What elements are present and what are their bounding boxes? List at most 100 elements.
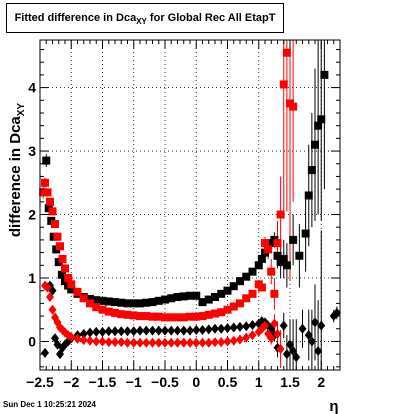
x-tick-label: −2 xyxy=(63,374,79,390)
data-point-diamond xyxy=(104,337,113,348)
data-point-diamond xyxy=(223,323,232,334)
data-point-square xyxy=(129,299,138,308)
data-point-square xyxy=(236,277,244,286)
data-point-diamond xyxy=(248,330,257,341)
x-tick-label: 2 xyxy=(317,374,325,390)
data-point-diamond xyxy=(86,335,94,346)
data-point-square xyxy=(148,312,157,321)
data-point-diamond xyxy=(48,304,57,315)
data-point-diamond xyxy=(211,323,219,334)
data-point-square xyxy=(223,286,232,295)
data-point-square xyxy=(307,166,316,175)
data-point-diamond xyxy=(129,326,138,337)
data-point-square xyxy=(282,261,291,270)
data-point-square xyxy=(104,307,113,316)
data-markers xyxy=(39,48,341,363)
data-point-square xyxy=(186,312,194,321)
data-point-square xyxy=(64,273,73,282)
data-point-square xyxy=(204,310,213,319)
data-point-diamond xyxy=(86,327,94,338)
data-point-diamond xyxy=(279,320,288,331)
tick-labels: −2.5 −2 −1.5 −1 −0.5 0 0.5 1 1.5 2 0 1 2 3 4 xyxy=(26,80,325,390)
x-tick-label: 1 xyxy=(255,374,263,390)
data-point-square xyxy=(270,289,279,298)
data-point-diamond xyxy=(104,326,113,337)
data-point-square xyxy=(142,312,151,321)
data-point-square xyxy=(236,299,244,308)
data-point-diamond xyxy=(317,320,326,331)
data-point-square xyxy=(289,235,298,244)
data-point-square xyxy=(92,303,101,312)
y-axis-title-sub: XY xyxy=(16,103,27,117)
data-point-diamond xyxy=(298,323,307,334)
data-point-diamond xyxy=(73,333,82,344)
data-point-diamond xyxy=(282,349,291,360)
data-point-diamond xyxy=(211,337,219,348)
data-point-diamond xyxy=(198,325,207,336)
data-point-diamond xyxy=(236,321,244,332)
data-point-diamond xyxy=(186,337,194,348)
data-point-diamond xyxy=(117,326,126,337)
data-point-square xyxy=(242,294,251,303)
data-point-square xyxy=(161,295,169,304)
data-point-diamond xyxy=(198,337,207,348)
y-axis-title: difference in DcaXY xyxy=(7,103,27,238)
data-point-square xyxy=(161,313,169,322)
data-point-diamond xyxy=(192,337,201,348)
data-point-square xyxy=(136,299,144,308)
data-point-square xyxy=(261,239,269,248)
data-point-square xyxy=(279,80,288,89)
data-point-square xyxy=(57,270,66,279)
data-point-diamond xyxy=(173,325,182,336)
data-point-square xyxy=(242,272,251,281)
data-point-diamond xyxy=(41,347,49,358)
data-point-square xyxy=(92,296,101,305)
data-point-square xyxy=(154,312,163,321)
data-point-diamond xyxy=(148,325,157,336)
data-point-square xyxy=(142,298,151,307)
data-point-diamond xyxy=(236,334,244,345)
chart-title-subscript: XY xyxy=(136,17,147,26)
data-point-diamond xyxy=(79,328,88,339)
data-point-square xyxy=(173,293,182,302)
data-point-diamond xyxy=(111,326,119,337)
data-point-diamond xyxy=(43,282,52,293)
data-point-diamond xyxy=(186,325,194,336)
data-point-square xyxy=(39,188,48,197)
x-tick-label: 1.5 xyxy=(280,374,300,390)
data-point-square xyxy=(279,254,288,263)
x-axis-title: η xyxy=(329,398,338,414)
x-tick-label: 0.5 xyxy=(218,374,238,390)
data-point-diamond xyxy=(179,325,188,336)
data-point-diamond xyxy=(136,337,144,348)
data-point-square xyxy=(117,310,126,319)
data-point-diamond xyxy=(167,325,176,336)
chart-title: Fitted difference in DcaXY for Global Re… xyxy=(6,3,284,33)
data-point-square xyxy=(43,188,52,197)
data-point-diamond xyxy=(123,337,132,348)
data-point-diamond xyxy=(148,337,157,348)
data-point-diamond xyxy=(270,318,279,329)
data-point-square xyxy=(51,220,59,229)
data-point-square xyxy=(211,309,219,318)
data-point-square xyxy=(179,292,188,301)
data-point-square xyxy=(111,298,119,307)
data-point-diamond xyxy=(242,321,251,332)
x-tick-label: −1 xyxy=(126,374,142,390)
data-point-square xyxy=(301,229,310,238)
y-axis-title-main: difference in Dca xyxy=(7,116,24,238)
data-point-diamond xyxy=(154,325,163,336)
data-point-diamond xyxy=(136,325,144,336)
data-point-diamond xyxy=(229,322,238,333)
data-point-square xyxy=(229,302,238,311)
data-point-square xyxy=(148,298,157,307)
data-point-square xyxy=(56,242,64,251)
data-point-square xyxy=(273,251,282,260)
y-tick-label: 2 xyxy=(28,207,36,223)
data-point-square xyxy=(186,291,194,300)
data-point-diamond xyxy=(229,335,238,346)
data-point-square xyxy=(41,178,49,187)
data-point-square xyxy=(61,264,69,273)
data-point-diamond xyxy=(129,337,138,348)
data-point-square xyxy=(311,140,319,149)
